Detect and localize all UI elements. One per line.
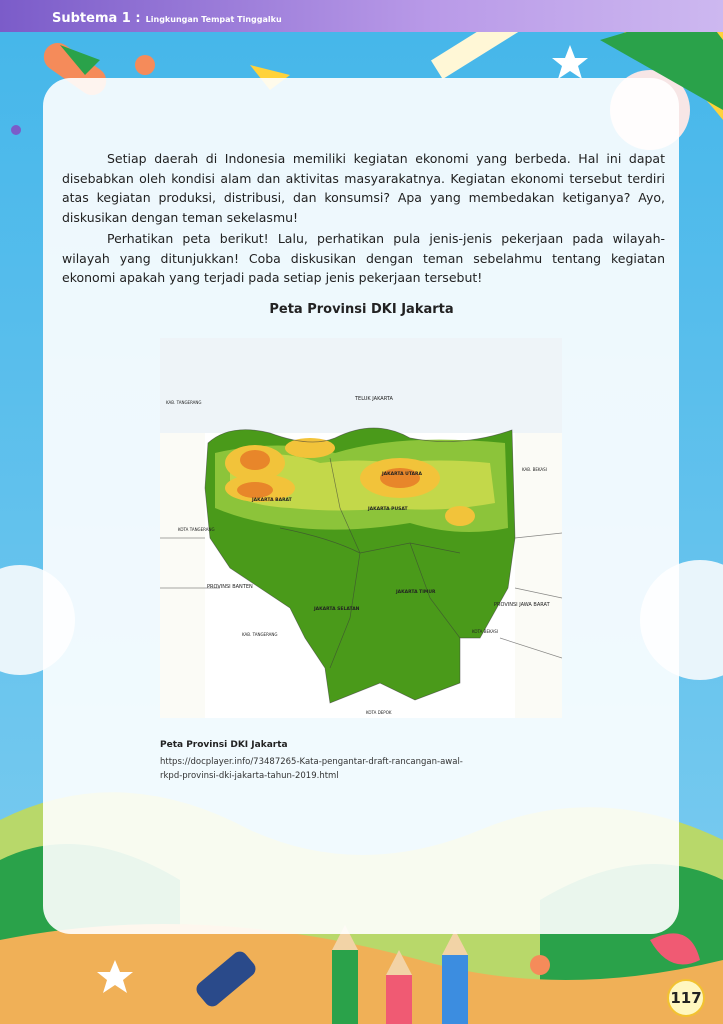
map-label-jakarta-pusat: JAKARTA PUSAT xyxy=(367,506,408,512)
page-number: 117 xyxy=(667,979,705,1017)
map-title: Peta Provinsi DKI Jakarta xyxy=(269,302,454,317)
map-label-jakarta-utara: JAKARTA UTARA xyxy=(381,471,422,477)
map-label-kota-bekasi: KOTA BEKASI xyxy=(472,629,498,634)
map-label-kota-tangerang: KOTA TANGERANG xyxy=(178,527,215,532)
source-link[interactable]: https://docplayer.info/73487265-Kata-pen… xyxy=(160,757,463,781)
map-label-teluk: TELUK JAKARTA xyxy=(354,396,393,402)
map-label-jakarta-barat: JAKARTA BARAT xyxy=(251,497,293,503)
map-label-kab-bekasi: KAB. BEKASI xyxy=(522,467,547,472)
map-label-provinsi-banten: PROVINSI BANTEN xyxy=(207,584,253,590)
map-label-provinsi-jawa-barat: PROVINSI JAWA BARAT xyxy=(494,602,551,608)
paragraph-intro: Setiap daerah di Indonesia memiliki kegi… xyxy=(62,149,665,227)
paragraph-instruction: Perhatikan peta berikut! Lalu, perhatika… xyxy=(62,229,665,288)
map-label-jakarta-timur: JAKARTA TIMUR xyxy=(395,589,436,595)
map-caption: Peta Provinsi DKI Jakarta xyxy=(160,740,288,750)
map-label-kab-tangerang-top: KAB. TANGERANG xyxy=(166,400,202,405)
paragraph-instruction-text: Perhatikan peta berikut! Lalu, perhatika… xyxy=(62,231,665,286)
map-label-kab-tangerang-bottom: KAB. TANGERANG xyxy=(242,632,278,637)
subtema-heading: Subtema 1 : Lingkungan Tempat Tinggalku xyxy=(52,7,282,26)
subtema-label: Subtema 1 : xyxy=(52,11,141,26)
map-label-kota-depok: KOTA DEPOK xyxy=(366,710,392,715)
paragraph-intro-text: Setiap daerah di Indonesia memiliki kegi… xyxy=(62,151,665,225)
subtema-title: Lingkungan Tempat Tinggalku xyxy=(145,15,282,24)
header-bar: Subtema 1 : Lingkungan Tempat Tinggalku xyxy=(0,0,723,32)
map-label-jakarta-selatan: JAKARTA SELATAN xyxy=(313,606,360,612)
jakarta-map: TELUK JAKARTA KAB. TANGERANG KAB. BEKASI… xyxy=(160,338,562,718)
